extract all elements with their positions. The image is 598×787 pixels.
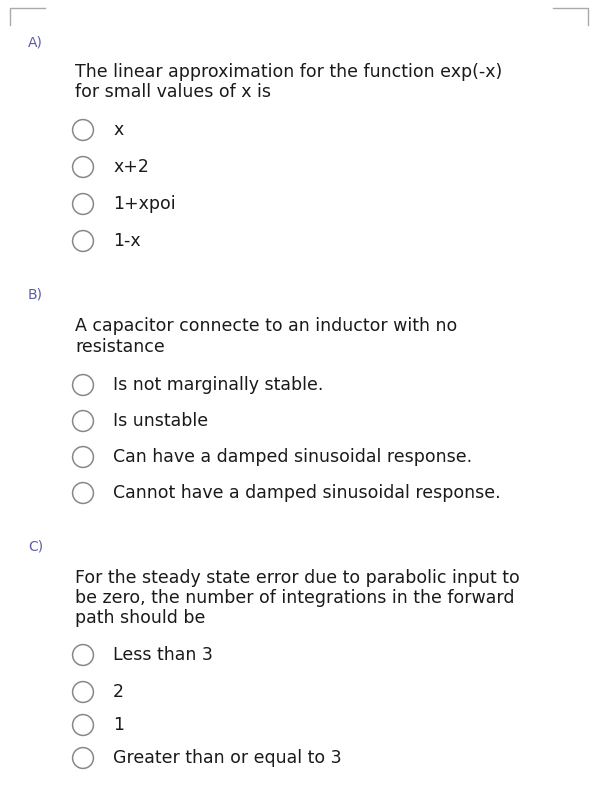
Text: Is not marginally stable.: Is not marginally stable. xyxy=(113,376,324,394)
Text: Is unstable: Is unstable xyxy=(113,412,208,430)
Text: x+2: x+2 xyxy=(113,158,149,176)
Text: Cannot have a damped sinusoidal response.: Cannot have a damped sinusoidal response… xyxy=(113,484,501,502)
Text: Greater than or equal to 3: Greater than or equal to 3 xyxy=(113,749,341,767)
Text: For the steady state error due to parabolic input to: For the steady state error due to parabo… xyxy=(75,569,520,587)
Text: B): B) xyxy=(28,288,43,302)
Text: for small values of x is: for small values of x is xyxy=(75,83,271,101)
Text: Can have a damped sinusoidal response.: Can have a damped sinusoidal response. xyxy=(113,448,472,466)
Text: 1: 1 xyxy=(113,716,124,734)
Text: x: x xyxy=(113,121,123,139)
Text: C): C) xyxy=(28,540,43,554)
Text: 1+xpoi: 1+xpoi xyxy=(113,195,176,213)
Text: path should be: path should be xyxy=(75,609,205,627)
Text: be zero, the number of integrations in the forward: be zero, the number of integrations in t… xyxy=(75,589,514,607)
Text: A): A) xyxy=(28,35,43,49)
Text: 1-x: 1-x xyxy=(113,232,141,250)
Text: The linear approximation for the function exp(-x): The linear approximation for the functio… xyxy=(75,63,502,81)
Text: resistance: resistance xyxy=(75,338,165,356)
Text: A capacitor connecte to an inductor with no: A capacitor connecte to an inductor with… xyxy=(75,317,457,335)
Text: Less than 3: Less than 3 xyxy=(113,646,213,664)
Text: 2: 2 xyxy=(113,683,124,701)
